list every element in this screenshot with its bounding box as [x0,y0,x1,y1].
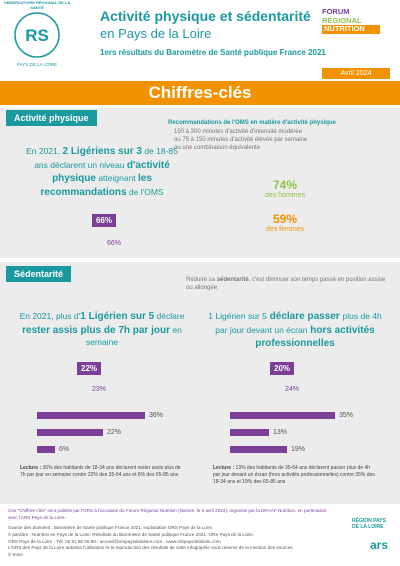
statement: 1 Ligérien sur 5 déclare passer plus de … [205,310,385,351]
footer-line: Source des données : Baromètre de Santé … [8,524,214,530]
bar-label: 6% [59,446,70,453]
text-segment: de 18-85 ans déclarent un niveau [34,146,178,170]
gender-women: 59% des femmes [255,212,315,233]
section-heading: Activité physique [6,110,97,126]
survey: 1ers résultats du Baromètre de Santé pub… [100,48,326,57]
bar [230,412,335,419]
bar-label: 19% [291,446,306,453]
text-segment: 13% des habitants de 35-64 ans déclarent… [213,465,375,485]
bar [230,446,287,453]
ors-logo: RS [14,12,60,58]
bar-label: 35% [339,412,354,419]
reco-list: 150 à 300 minutes d'activité d'intensité… [168,128,393,152]
gender-label: des femmes [265,226,305,233]
statement: En 2021, plus d'1 Ligérien sur 5 déclare… [12,310,192,348]
text-segment: déclare [154,311,185,321]
subtitle: en Pays de la Loire [100,26,212,41]
title: Activité physique et sédentarité [100,8,311,24]
text-segment: rester assis plus de 7h par jour [22,324,170,336]
text-segment: en semaine [85,324,182,348]
bar [37,446,55,453]
gender-men: 74% des hommes [255,178,315,199]
section-sedentarite [0,262,400,504]
footer-line: ORS Pays de la Loire - Tél. 02 51 86 05 … [8,538,221,544]
lecture: Lecture : 36% des habitants de 18-34 ans… [20,465,185,479]
text-segment: En 2021, [26,146,63,156]
overall-figure: 66% [107,240,122,247]
footer-line: L'ORS des Pays de la Loire autorise l'ut… [8,545,294,551]
bar [37,429,103,436]
bar [230,429,269,436]
forum-badge: FORUM RÉGIONAL NUTRITION [322,7,380,34]
footer: Ces "Chiffres-clés" sont publiés par l'O… [8,508,328,559]
gender-value: 74% [272,178,298,192]
org-region: PAYS DE LA LOIRE [16,62,58,67]
region-logo: RÉGION PAYS DE LA LOIRE [352,518,386,530]
section-heading: Sédentarité [6,266,72,282]
note: Réduire sa sédentarité, c'est diminuer s… [186,276,386,292]
text-segment: de l'OMS [126,186,164,197]
date: Avril 2024 [322,68,390,79]
footer-line: Ces "Chiffres-clés" sont publiés par l'O… [8,508,326,520]
lecture: Lecture : 13% des habitants de 35-64 ans… [213,465,378,485]
text-segment: 1 Ligérien sur 5 [208,311,267,321]
ars-logo: ars [370,538,389,552]
badge-line: FORUM [322,7,350,16]
text-segment: plus de 4h par jour devant un écran [215,311,382,335]
footer-line: À paraître : Nutrition en Pays de la Loi… [8,531,254,537]
text-segment: sédentarité [216,277,249,283]
bar-label: 22% [107,429,122,436]
statement: En 2021, 2 Ligériens sur 3 de 18-85 ans … [22,145,182,199]
text-segment: déclare passer [266,311,343,322]
section-activite [0,108,400,258]
org-name: OBSERVATOIRE RÉGIONAL DE LA SANTÉ [3,0,71,10]
text-segment: Réduire sa [186,277,217,283]
text-segment: atteignant [95,173,139,183]
text-segment: Lecture : [20,465,43,471]
overall-pill: 20% [270,362,295,375]
banner: Chiffres-clés [0,81,400,105]
overall-figure: 23% [92,386,107,393]
overall-pill: 66% [92,214,117,227]
footer-line: © Iruse [8,552,23,558]
bar-label: 13% [273,429,288,436]
overall-figure: 24% [285,386,300,393]
text-segment: les recommandations [40,173,152,198]
bar-label: 36% [149,412,164,419]
bar [37,412,145,419]
badge-line: NUTRITION [322,25,380,34]
reco-item: 150 à 300 minutes d'activité d'intensité… [174,129,303,135]
text-segment: 1 Ligérien sur 5 [80,311,155,322]
overall-pill: 22% [77,362,102,375]
reco-item: ou une combinaison équivalente [174,145,261,152]
text-segment: 2 Ligériens sur 3 [62,146,142,157]
text-segment: hors activités professionnelles [255,324,375,350]
gender-value: 59% [272,212,298,226]
text-segment: Lecture : [213,465,236,471]
text-segment: d'activité physique [52,159,170,185]
reco-box: Recommandations de l'OMS en matière d'ac… [168,120,393,152]
badge-line: RÉGIONAL [322,15,362,25]
reco-title: Recommandations de l'OMS en matière d'ac… [168,120,336,126]
logo-text: RS [25,26,49,45]
reco-item: ou 75 à 150 minutes d'activité élevée pa… [174,137,308,144]
text-segment: En 2021, plus d' [19,311,81,321]
text-segment: , c'est diminuer son temps passé en posi… [186,277,386,292]
gender-label: des hommes [264,192,306,199]
text-segment: 36% des habitants de 18-34 ans déclarent… [20,465,181,478]
